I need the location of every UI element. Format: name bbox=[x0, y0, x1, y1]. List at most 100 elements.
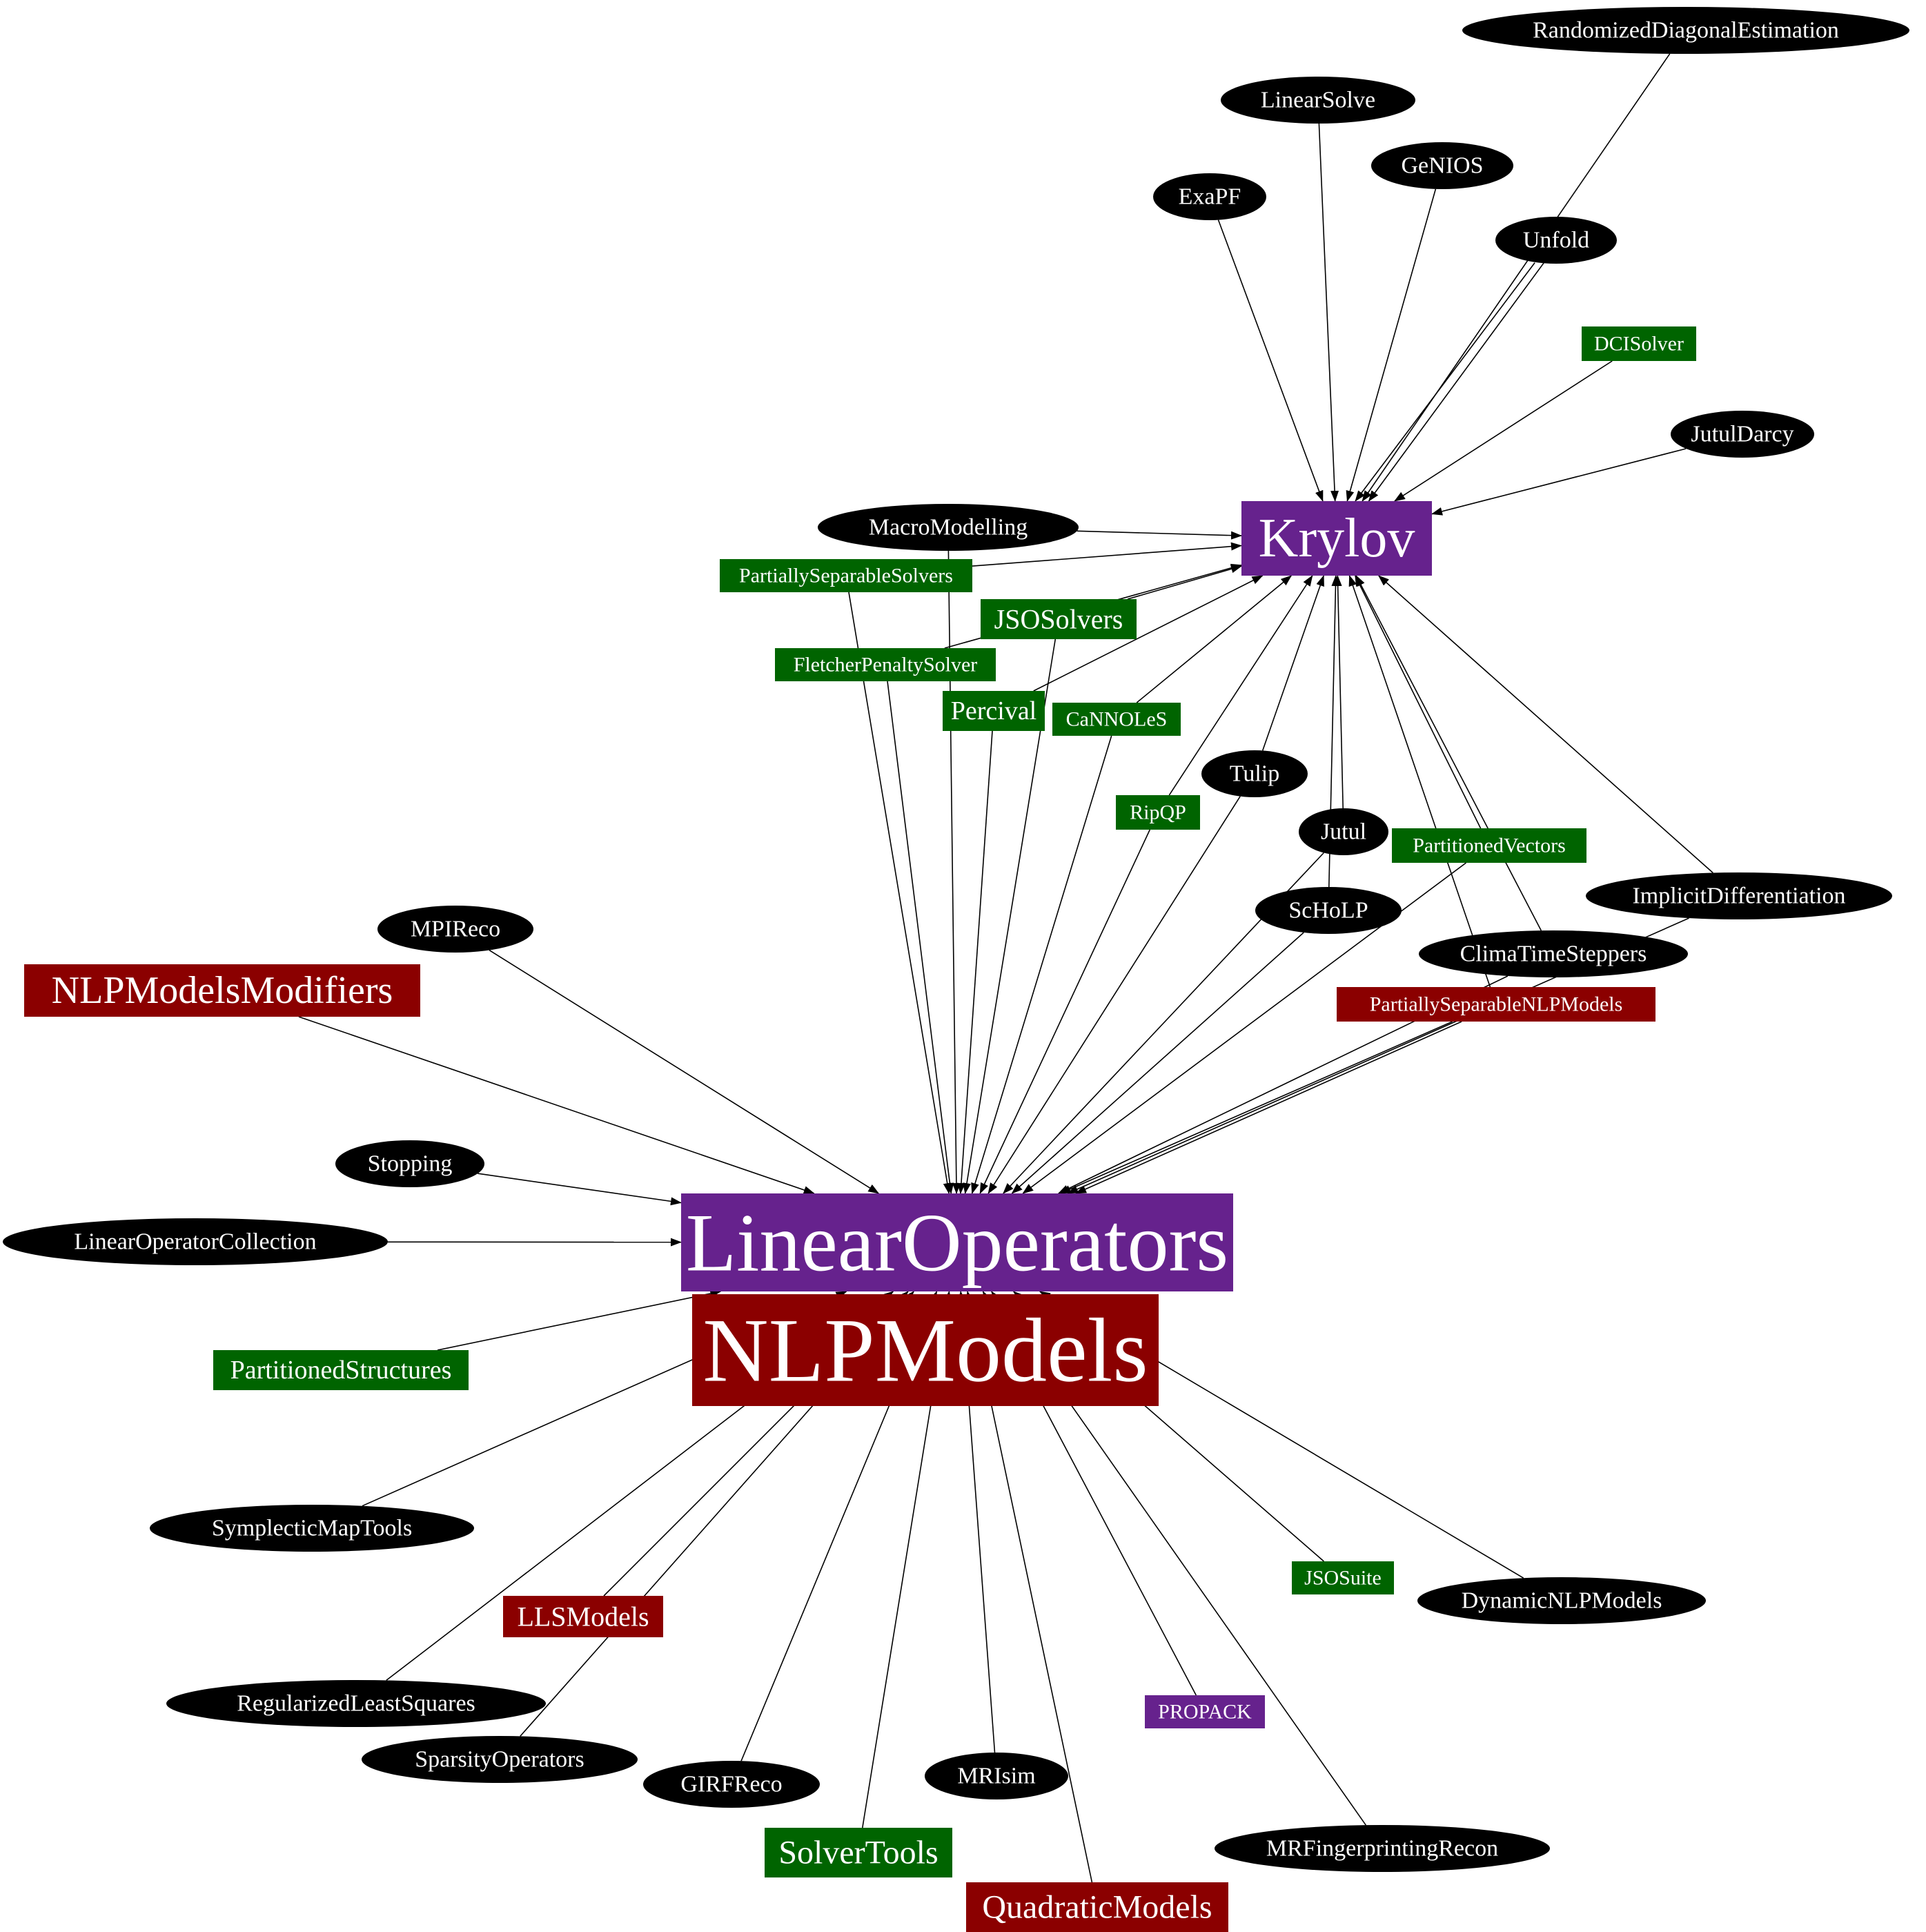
node-label-krylov: Krylov bbox=[1259, 508, 1415, 569]
node-nlpmodelsmodifiers: NLPModelsModifiers bbox=[24, 964, 420, 1017]
node-label-mrisim: MRIsim bbox=[957, 1764, 1035, 1789]
node-label-implicitdifferentiation: ImplicitDifferentiation bbox=[1632, 884, 1845, 909]
node-label-dynamicnlpmodels: DynamicNLPModels bbox=[1462, 1588, 1662, 1614]
node-shape-regularizedleastsquares bbox=[166, 1680, 546, 1727]
node-shape-propack bbox=[1145, 1695, 1265, 1728]
edge-jsosolvers-to-krylov bbox=[1127, 565, 1242, 600]
node-label-jsosolvers: JSOSolvers bbox=[994, 604, 1123, 635]
edge-linearsolve-to-krylov bbox=[1318, 123, 1339, 502]
node-label-partiallyseparablesolvers: PartiallySeparableSolvers bbox=[739, 565, 953, 587]
node-partiallyseparablenlpmodels: PartiallySeparableNLPModels bbox=[1337, 987, 1655, 1022]
node-shape-girfreco bbox=[643, 1761, 820, 1808]
node-label-cannoles: CaNNOLeS bbox=[1066, 708, 1168, 731]
node-partiallyseparablesolvers: PartiallySeparableSolvers bbox=[720, 559, 972, 592]
node-label-jsosuite: JSOSuite bbox=[1304, 1567, 1382, 1590]
node-shape-unfold bbox=[1495, 217, 1617, 264]
node-label-jutul: Jutul bbox=[1321, 819, 1366, 845]
edge-exapf-to-krylov bbox=[1217, 219, 1324, 502]
edge-nlpmodelsmodifiers-to-linearoperators bbox=[298, 1016, 815, 1194]
edge-genios-to-krylov bbox=[1346, 188, 1437, 502]
node-shape-linearoperators bbox=[681, 1193, 1233, 1291]
node-label-quadraticmodels: QuadraticModels bbox=[982, 1889, 1212, 1926]
node-shape-partiallyseparablesolvers bbox=[720, 559, 972, 592]
edge-tulip-to-linearoperators bbox=[987, 796, 1241, 1194]
node-shape-scholp bbox=[1255, 887, 1402, 934]
node-tulip: Tulip bbox=[1201, 750, 1308, 797]
node-shape-mrfingerprintingrecon bbox=[1215, 1825, 1550, 1872]
edge-partiallyseparablenlpmodels-to-linearoperators bbox=[1059, 1021, 1453, 1194]
edge-scholp-to-linearoperators bbox=[1011, 932, 1304, 1194]
node-shape-krylov bbox=[1241, 501, 1432, 576]
node-llsmodels: LLSModels bbox=[503, 1596, 663, 1637]
node-shape-sparsityoperators bbox=[362, 1736, 638, 1783]
node-shape-implicitdifferentiation bbox=[1586, 872, 1892, 919]
node-symplecticmaptools: SymplecticMapTools bbox=[150, 1505, 474, 1552]
node-shape-percival bbox=[943, 691, 1045, 731]
node-label-genios: GeNIOS bbox=[1402, 153, 1484, 179]
node-shape-tulip bbox=[1201, 750, 1308, 797]
node-shape-exapf bbox=[1153, 173, 1266, 220]
edge-partiallyseparablenlpmodels-to-linearoperators bbox=[1075, 1021, 1462, 1194]
node-label-climatimesteppers: ClimaTimeSteppers bbox=[1460, 941, 1647, 967]
node-label-mpireco: MPIReco bbox=[411, 917, 500, 942]
node-label-unfold: Unfold bbox=[1523, 228, 1589, 253]
edge-percival-to-linearoperators bbox=[956, 730, 993, 1194]
node-label-partitionedstructures: PartitionedStructures bbox=[230, 1356, 452, 1385]
edge-mpireco-to-linearoperators bbox=[489, 949, 880, 1194]
edge-implicitdifferentiation-to-krylov bbox=[1378, 575, 1713, 874]
node-label-partitionedvectors: PartitionedVectors bbox=[1413, 835, 1566, 857]
node-climatimesteppers: ClimaTimeSteppers bbox=[1419, 930, 1688, 977]
edge-stopping-to-linearoperators bbox=[478, 1173, 682, 1206]
node-label-fletcherpenaltysolver: FletcherPenaltySolver bbox=[794, 654, 978, 676]
edge-jsosolvers-to-linearoperators bbox=[963, 638, 1057, 1194]
node-propack: PROPACK bbox=[1145, 1695, 1265, 1728]
node-girfreco: GIRFReco bbox=[643, 1761, 820, 1808]
node-shape-partitionedstructures bbox=[213, 1350, 469, 1390]
node-label-linearoperators: LinearOperators bbox=[686, 1197, 1228, 1289]
node-krylov: Krylov bbox=[1241, 501, 1432, 576]
node-jsosuite: JSOSuite bbox=[1292, 1561, 1394, 1594]
node-label-randomizeddiagonalestimation: RandomizedDiagonalEstimation bbox=[1533, 18, 1839, 43]
node-label-nlpmodelsmodifiers: NLPModelsModifiers bbox=[52, 969, 393, 1012]
node-cannoles: CaNNOLeS bbox=[1052, 703, 1181, 736]
node-linearoperators: LinearOperators bbox=[681, 1193, 1233, 1291]
node-label-ripqp: RipQP bbox=[1130, 801, 1186, 824]
node-jutuldarcy: JutulDarcy bbox=[1671, 411, 1814, 458]
node-linearsolve: LinearSolve bbox=[1221, 77, 1415, 124]
edge-partitionedstructures-to-linearoperators bbox=[437, 1289, 722, 1351]
node-label-sparsityoperators: SparsityOperators bbox=[415, 1747, 584, 1773]
node-shape-mpireco bbox=[377, 906, 533, 953]
node-shape-nlpmodelsmodifiers bbox=[24, 964, 420, 1017]
nodes: Krylov LinearOperators NLPModels Randomized… bbox=[3, 7, 1909, 1932]
node-sparsityoperators: SparsityOperators bbox=[362, 1736, 638, 1783]
node-label-partiallyseparablenlpmodels: PartiallySeparableNLPModels bbox=[1370, 993, 1623, 1016]
node-shape-partiallyseparablenlpmodels bbox=[1337, 987, 1655, 1022]
node-fletcherpenaltysolver: FletcherPenaltySolver bbox=[775, 648, 996, 681]
node-label-exapf: ExaPF bbox=[1179, 184, 1241, 210]
node-shape-jutul bbox=[1299, 808, 1388, 855]
edge-ripqp-to-krylov bbox=[1168, 575, 1313, 796]
node-shape-quadraticmodels bbox=[966, 1882, 1228, 1932]
node-nlpmodels: NLPModels bbox=[692, 1294, 1159, 1406]
node-shape-fletcherpenaltysolver bbox=[775, 648, 996, 681]
node-solvertools: SolverTools bbox=[765, 1828, 952, 1877]
edge-ripqp-to-linearoperators bbox=[979, 829, 1151, 1194]
node-shape-cannoles bbox=[1052, 703, 1181, 736]
node-shape-jutuldarcy bbox=[1671, 411, 1814, 458]
node-shape-solvertools bbox=[765, 1828, 952, 1877]
node-mpireco: MPIReco bbox=[377, 906, 533, 953]
edge-percival-to-krylov bbox=[1033, 575, 1264, 692]
node-label-tulip: Tulip bbox=[1230, 761, 1279, 787]
node-regularizedleastsquares: RegularizedLeastSquares bbox=[166, 1680, 546, 1727]
node-randomizeddiagonalestimation: RandomizedDiagonalEstimation bbox=[1462, 7, 1909, 54]
node-label-solvertools: SolverTools bbox=[778, 1835, 938, 1871]
edge-jutuldarcy-to-krylov bbox=[1431, 448, 1687, 516]
node-shape-llsmodels bbox=[503, 1596, 663, 1637]
node-label-percival: Percival bbox=[951, 696, 1037, 725]
node-jsosolvers: JSOSolvers bbox=[981, 599, 1137, 639]
node-shape-dcisolver bbox=[1582, 326, 1696, 361]
node-shape-nlpmodels bbox=[692, 1294, 1159, 1406]
node-shape-linearsolve bbox=[1221, 77, 1415, 124]
node-label-mrfingerprintingrecon: MRFingerprintingRecon bbox=[1266, 1836, 1498, 1862]
